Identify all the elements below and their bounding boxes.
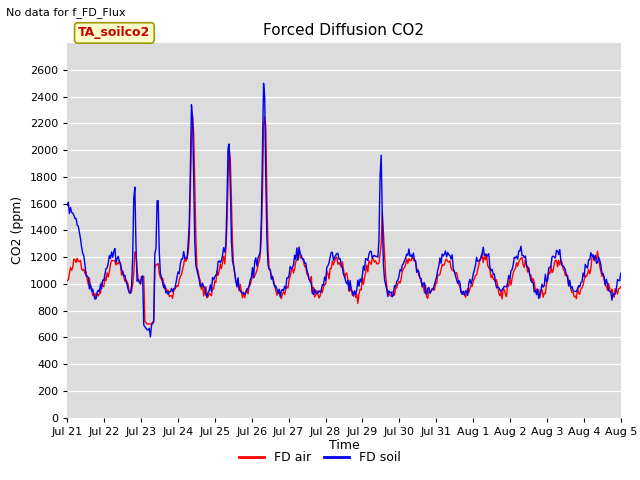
Y-axis label: CO2 (ppm): CO2 (ppm) [12,196,24,264]
FD air [617,284,625,290]
FD air [143,321,151,327]
FD air [328,258,336,264]
FD air [63,278,71,284]
FD soil [617,270,625,276]
FD soil [519,252,527,258]
FD air [519,262,527,267]
FD soil [332,252,339,258]
FD soil [395,274,403,279]
FD soil [328,250,336,255]
Line: FD air: FD air [67,117,621,324]
FD air [332,255,339,261]
FD air [189,114,196,120]
FD air [395,278,403,284]
FD soil [606,288,614,294]
FD air [365,258,373,264]
Legend: FD air, FD soil: FD air, FD soil [234,446,406,469]
FD soil [365,251,373,257]
Line: FD soil: FD soil [67,84,621,337]
FD soil [147,334,154,340]
FD soil [63,203,71,208]
FD air [606,286,614,291]
FD soil [260,81,268,86]
X-axis label: Time: Time [328,439,360,453]
Text: TA_soilco2: TA_soilco2 [78,26,150,39]
Title: Forced Diffusion CO2: Forced Diffusion CO2 [264,23,424,38]
Text: No data for f_FD_Flux: No data for f_FD_Flux [6,7,126,18]
